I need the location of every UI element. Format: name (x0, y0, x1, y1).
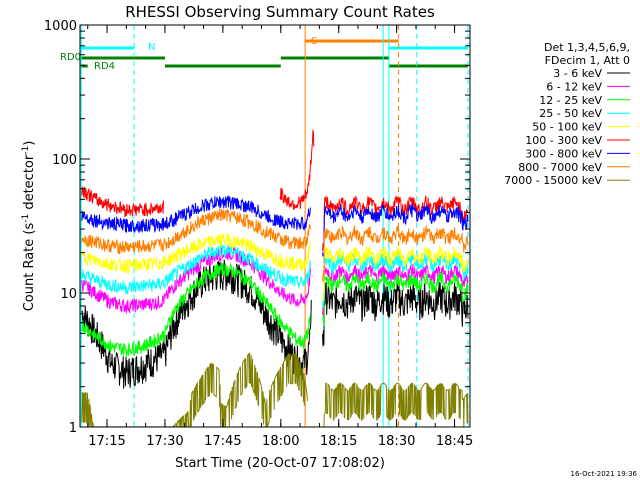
flag-label-s: S (311, 36, 317, 47)
x-tick-label: 18:15 (320, 434, 357, 449)
legend-label: 50 - 100 keV (532, 121, 602, 134)
flag-label-rd0: RD0 (60, 52, 81, 63)
y-tick-label: 1000 (44, 19, 77, 34)
x-axis-ticks: 17:15 17:30 17:45 18:00 18:15 18:30 18:45 (87, 25, 473, 449)
y-axis-label: Count Rate (s-1 detector-1) (21, 141, 37, 312)
flag-label-n: N (148, 42, 155, 53)
legend-label: 800 - 7000 keV (518, 161, 602, 174)
y-axis-ticks: 1 10 100 1000 (44, 19, 470, 436)
observing-flags: RD0 RD4 N S (60, 36, 469, 72)
series-line-50-100-keV (81, 233, 469, 303)
legend-label: 6 - 12 keV (546, 80, 602, 93)
y-tick-label: 100 (52, 153, 77, 168)
series-line-300-800-keV (81, 194, 469, 257)
legend-label: 12 - 25 keV (539, 94, 602, 107)
plot-frame (79, 24, 471, 428)
x-tick-label: 18:45 (436, 434, 473, 449)
x-axis-label: Start Time (20-Oct-07 17:08:02) (175, 456, 385, 471)
chart-title: RHESSI Observing Summary Count Rates (125, 3, 435, 21)
legend-label: 100 - 300 keV (525, 134, 602, 147)
x-tick-label: 17:15 (88, 434, 125, 449)
y-tick-label: 1 (69, 421, 77, 436)
series-line-6-12-keV (81, 246, 469, 319)
y-tick-label: 10 (60, 287, 77, 302)
x-tick-label: 17:30 (146, 434, 183, 449)
legend-header-2: FDecim 1, Att 0 (545, 54, 630, 67)
footer-timestamp: 16-Oct-2021 19:36 (571, 470, 638, 478)
x-tick-label: 18:30 (378, 434, 415, 449)
legend-header-1: Det 1,3,4,5,6,9, (544, 41, 630, 54)
event-markers (80, 25, 469, 427)
series-line-12-25-keV (81, 262, 469, 357)
flag-label-rd4: RD4 (94, 61, 115, 72)
legend-label: 3 - 6 keV (553, 67, 602, 80)
legend: Det 1,3,4,5,6,9, FDecim 1, Att 0 3 - 6 k… (504, 41, 630, 187)
series-line-3-6-keV (81, 259, 469, 389)
series-line-7000-15000-keV (81, 352, 469, 427)
legend-label: 300 - 800 keV (525, 147, 602, 160)
series-line-100-300-keV (81, 129, 469, 252)
x-tick-label: 17:45 (204, 434, 241, 449)
series-lines (81, 129, 469, 427)
legend-label: 25 - 50 keV (539, 107, 602, 120)
legend-label: 7000 - 15000 keV (504, 174, 602, 187)
series-line-800-7000-keV (81, 208, 469, 282)
x-tick-label: 18:00 (262, 434, 299, 449)
